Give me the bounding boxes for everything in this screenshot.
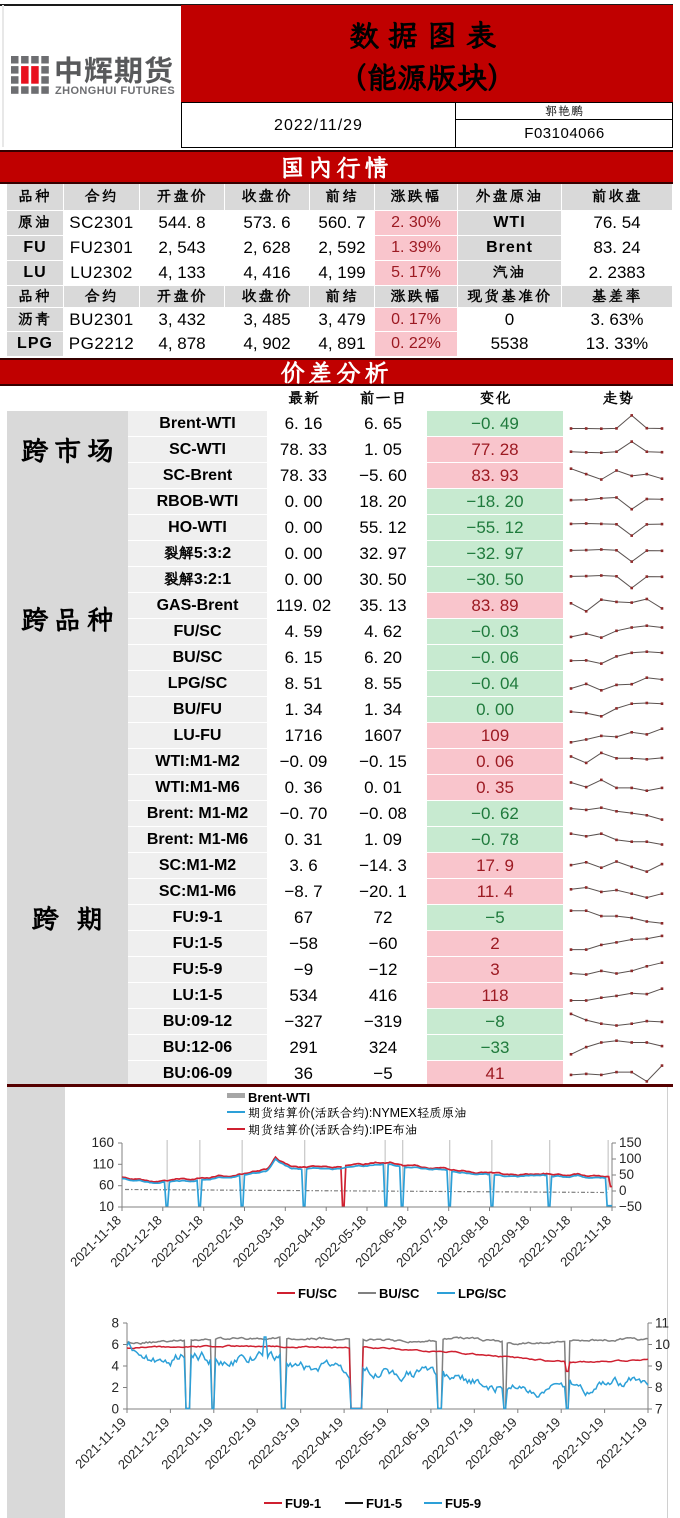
svg-text:60: 60: [99, 1178, 114, 1193]
svg-text:LPG/SC: LPG/SC: [458, 1286, 507, 1301]
svg-text:10: 10: [99, 1199, 114, 1214]
svg-text:Brent-WTI: Brent-WTI: [248, 1090, 310, 1105]
svg-text:−50: −50: [619, 1199, 642, 1214]
svg-text:0: 0: [111, 1402, 119, 1417]
svg-text:4: 4: [111, 1359, 119, 1374]
svg-text:150: 150: [619, 1135, 642, 1150]
svg-text:BU/SC: BU/SC: [379, 1286, 420, 1301]
svg-text:FU/SC: FU/SC: [298, 1286, 338, 1301]
svg-text:10: 10: [655, 1337, 670, 1352]
svg-text:FU1-5: FU1-5: [366, 1496, 402, 1511]
svg-text:11: 11: [655, 1316, 669, 1331]
svg-text:50: 50: [619, 1167, 634, 1182]
svg-text:期货结算价(活跃合约):NYMEX轻质原油: 期货结算价(活跃合约):NYMEX轻质原油: [248, 1104, 467, 1121]
svg-text:0: 0: [619, 1183, 627, 1198]
svg-text:2: 2: [111, 1380, 119, 1395]
svg-text:8: 8: [655, 1380, 663, 1395]
svg-text:7: 7: [655, 1402, 663, 1417]
svg-text:8: 8: [111, 1316, 119, 1331]
svg-text:160: 160: [91, 1135, 114, 1150]
svg-text:6: 6: [111, 1337, 119, 1352]
svg-text:100: 100: [619, 1151, 642, 1166]
svg-text:期货结算价(活跃合约):IPE布油: 期货结算价(活跃合约):IPE布油: [248, 1121, 417, 1138]
svg-text:9: 9: [655, 1359, 663, 1374]
svg-text:FU5-9: FU5-9: [445, 1496, 481, 1511]
svg-text:110: 110: [92, 1156, 114, 1171]
svg-text:FU9-1: FU9-1: [285, 1496, 321, 1511]
